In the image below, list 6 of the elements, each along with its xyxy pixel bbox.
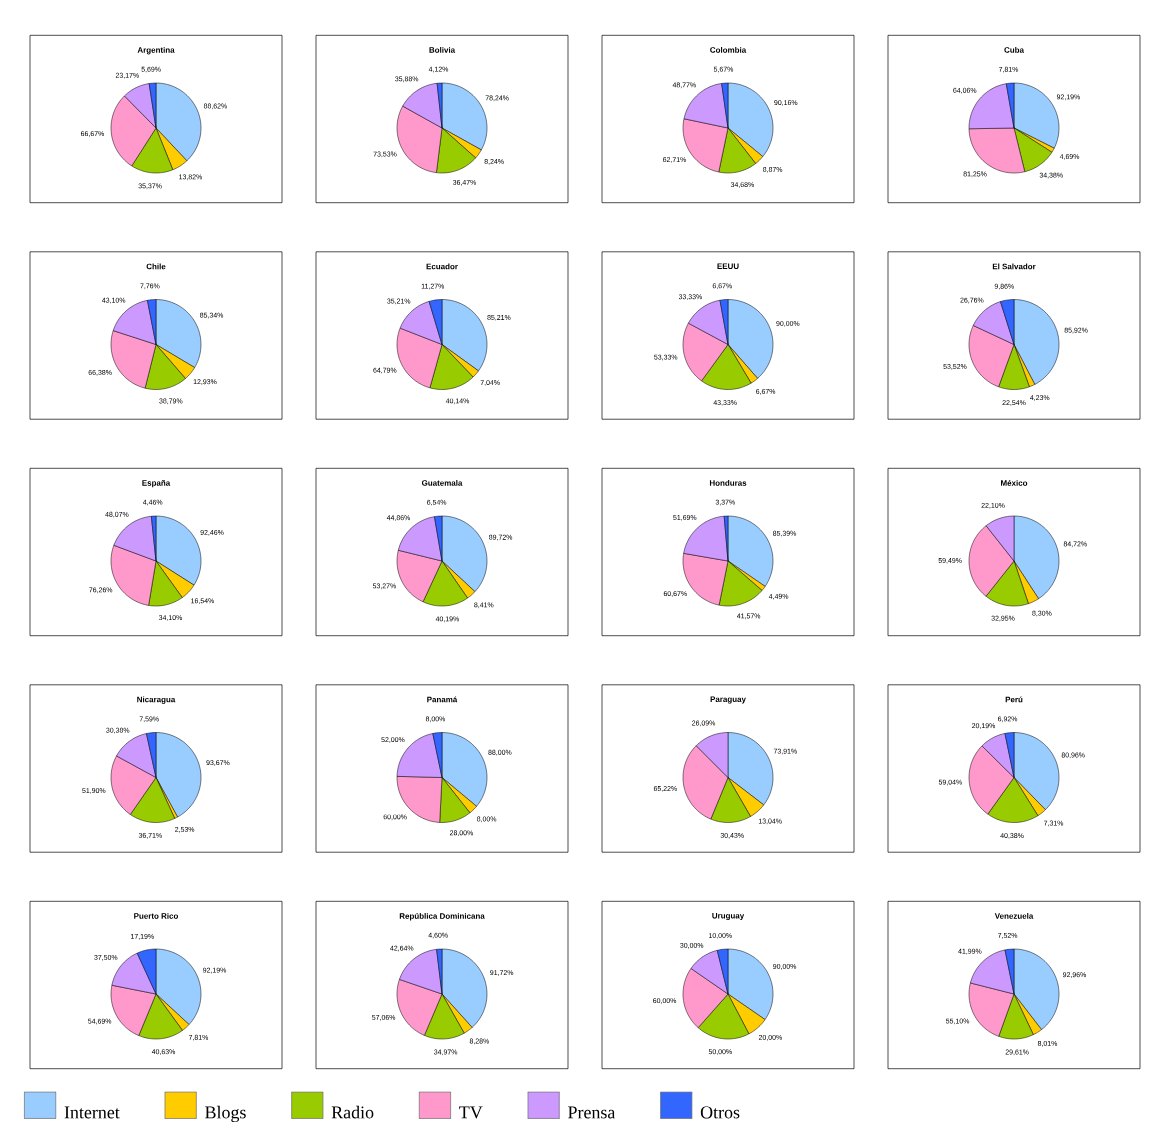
legend-label: Prensa [568,1106,616,1119]
legend-label: Radio [331,1105,374,1119]
legend-label: TV [459,1106,483,1119]
legend-label: Blogs [205,1105,246,1122]
legend-label: Otros [700,1106,740,1119]
legend-label: Internet [64,1106,120,1119]
